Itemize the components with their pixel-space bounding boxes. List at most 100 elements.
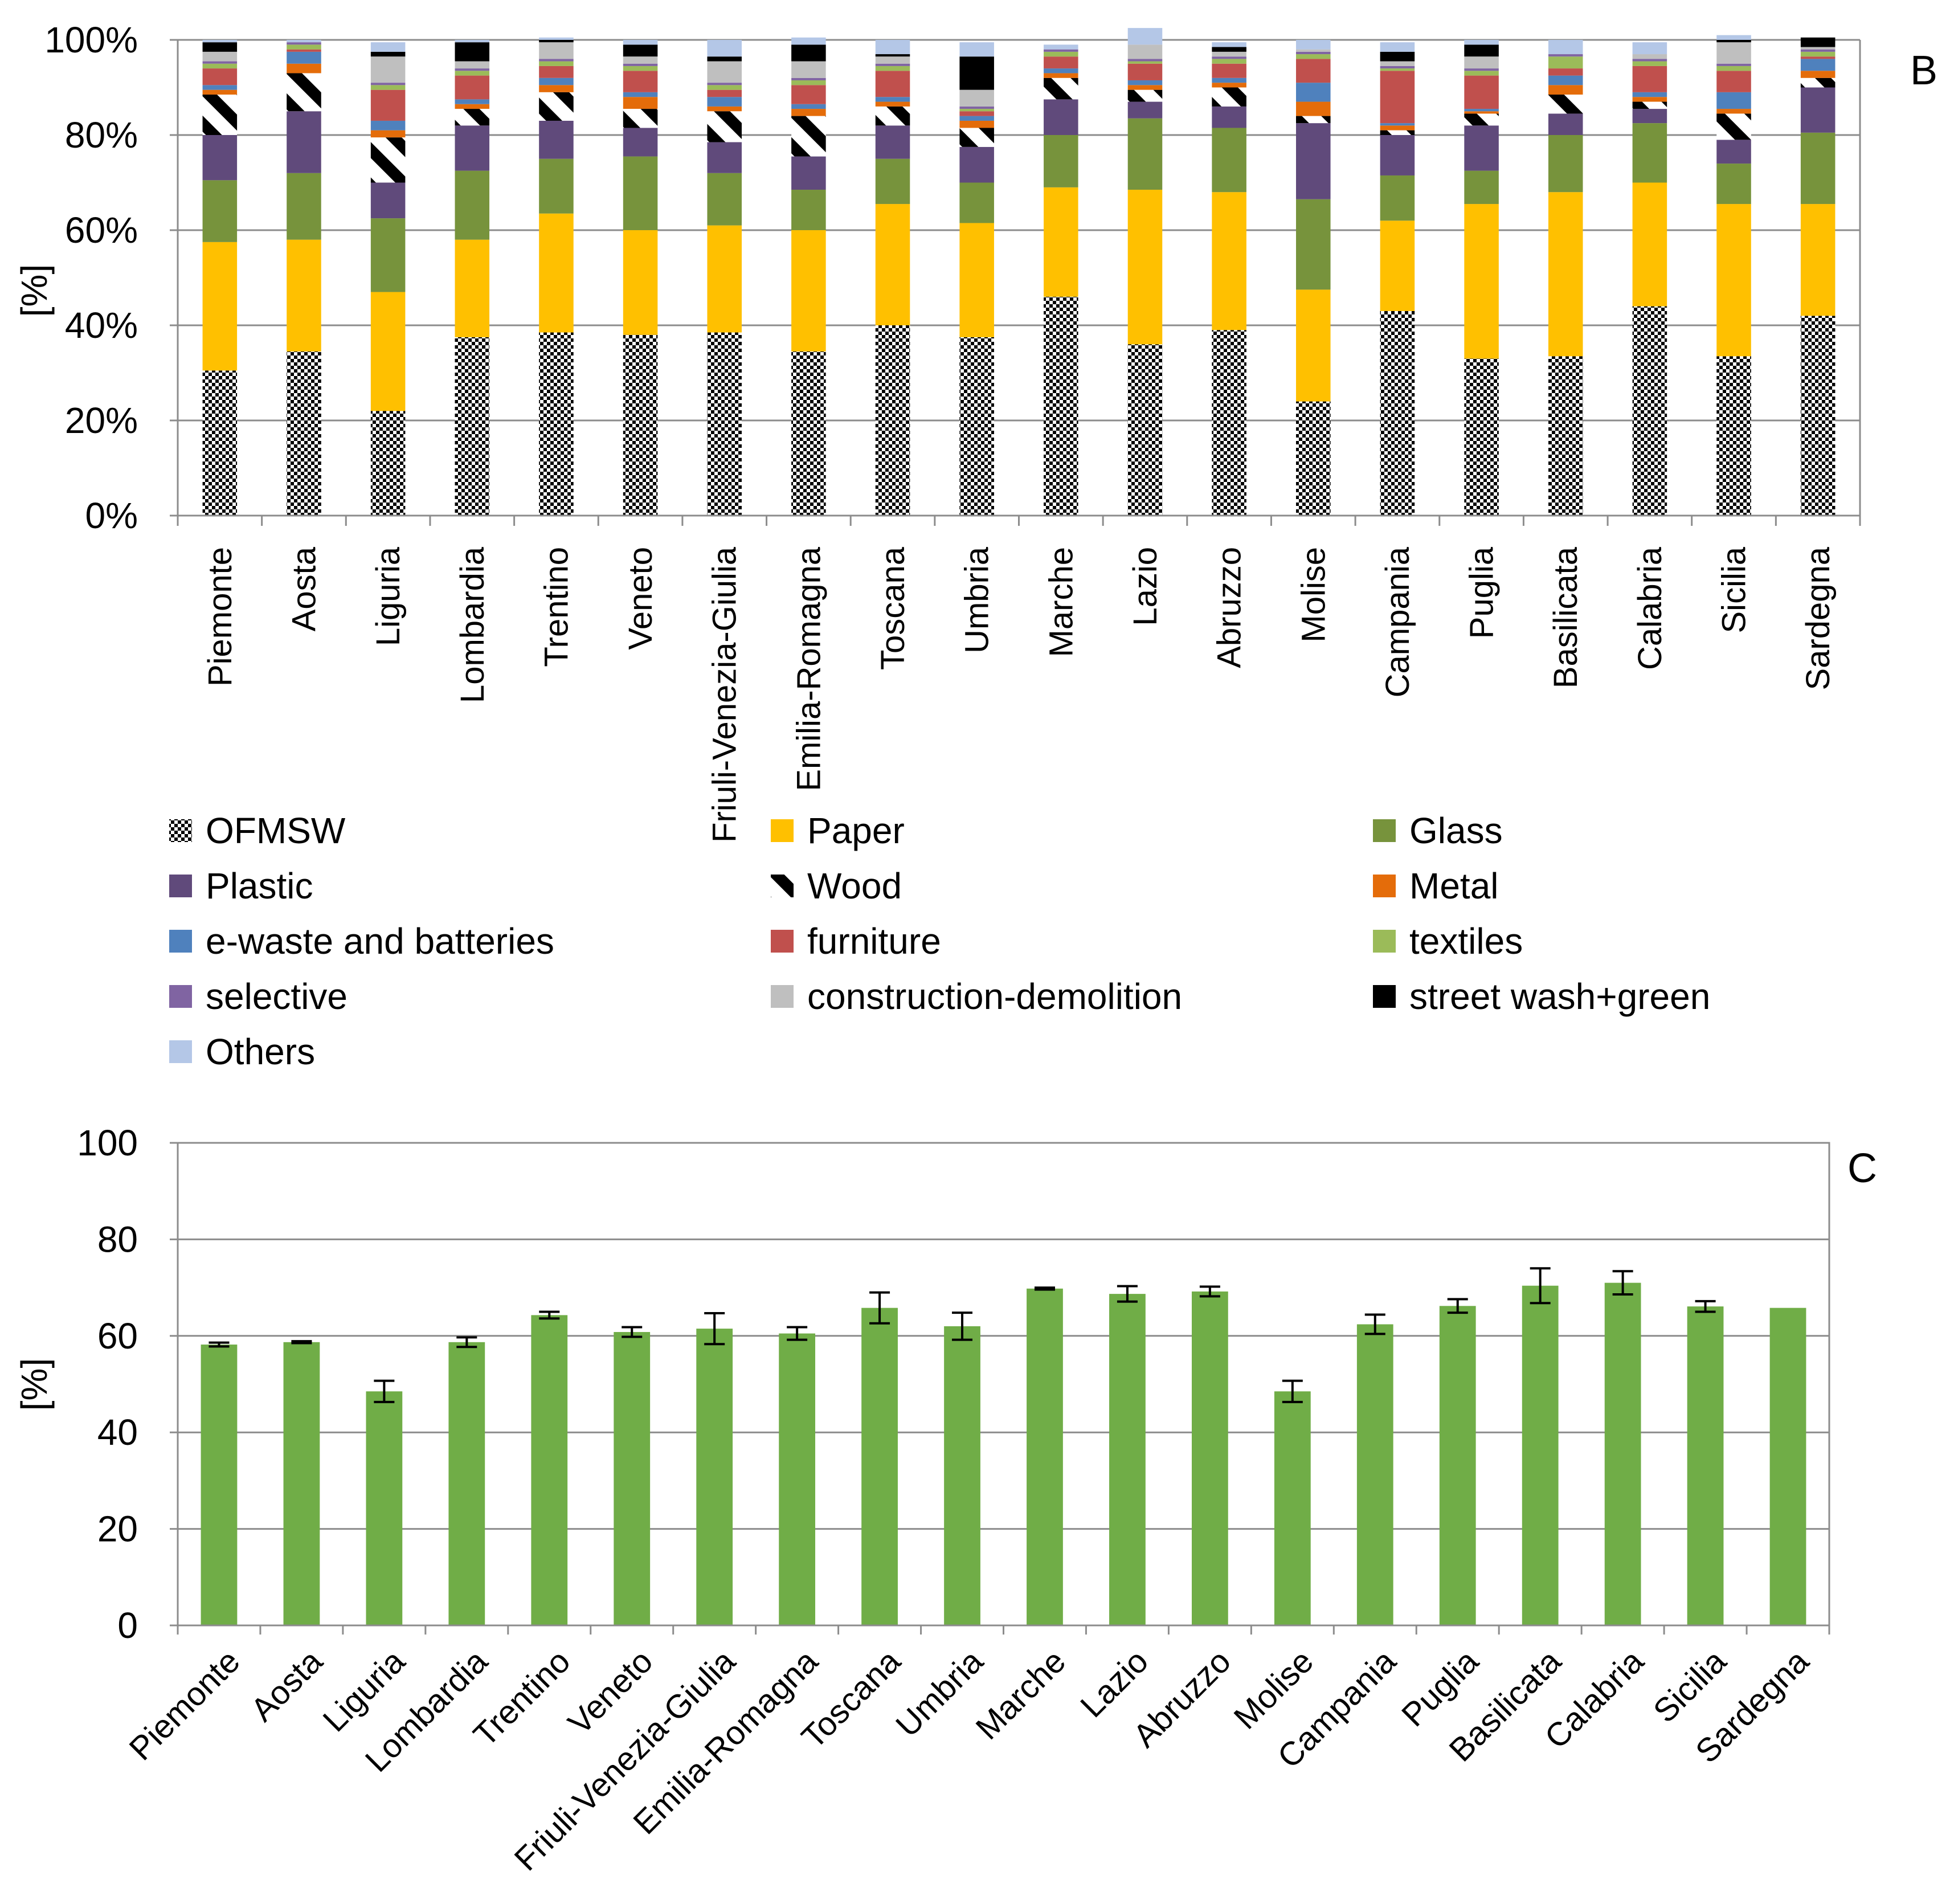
bar-segment-plastic	[1632, 109, 1667, 124]
x-tick-label: Friuli-Venezia-Giulia	[706, 546, 743, 843]
bar-segment-textiles	[539, 61, 574, 66]
bar-segment-plastic	[791, 156, 826, 190]
legend-item-street-wash-green: street wash+green	[1373, 976, 1710, 1017]
bar-segment-e-waste-and-batteries	[455, 99, 490, 104]
bar-segment-ofmsw	[1296, 401, 1331, 516]
bar-segment-glass	[1044, 135, 1078, 187]
bar-segment-street-wash-green	[1212, 47, 1246, 52]
bar-puglia	[1439, 1306, 1476, 1625]
bar-segment-others	[1464, 40, 1499, 45]
bar-segment-others	[1044, 44, 1078, 50]
bar-segment-glass	[1464, 170, 1499, 205]
x-tick-label: Umbria	[959, 546, 996, 653]
chart-c-axes	[177, 1143, 1830, 1635]
bar-segment-street-wash-green	[370, 51, 406, 57]
stacked-bar-toscana	[875, 40, 910, 516]
bar-segment-glass	[1716, 164, 1751, 205]
bar-segment-glass	[287, 173, 321, 240]
bar-segment-paper	[1380, 220, 1415, 311]
y-tick-label: 20%	[65, 400, 138, 441]
bar-segment-furniture	[1127, 63, 1163, 80]
bar-segment-metal	[707, 106, 742, 112]
error-bar-piemonte	[209, 1341, 230, 1348]
chart-b-panel-letter: B	[1910, 48, 1937, 93]
bar-segment-paper	[1632, 182, 1667, 307]
bar-segment-others	[1127, 28, 1163, 45]
bar-segment-glass	[1800, 132, 1836, 205]
bar-segment-paper	[1044, 187, 1078, 297]
bar-segment-plastic	[370, 182, 406, 219]
y-tick-label: 0	[117, 1605, 138, 1646]
bar-segment-e-waste-and-batteries	[875, 97, 910, 102]
error-bar-friuli-venezia-giulia	[704, 1311, 725, 1346]
bar-segment-furniture	[455, 75, 490, 100]
bar-segment-textiles	[287, 44, 321, 50]
bar-segment-furniture	[1632, 66, 1667, 92]
bar-campania	[1356, 1324, 1393, 1625]
bar-segment-ofmsw	[1464, 358, 1499, 516]
bar-segment-e-waste-and-batteries	[1380, 123, 1415, 126]
bar-segment-glass	[791, 190, 826, 230]
bar-segment-ofmsw	[539, 332, 574, 516]
bar-segment-plastic	[623, 128, 658, 157]
bar-emilia-romagna	[779, 1333, 816, 1625]
bar-segment-construction-demolition	[1632, 54, 1667, 59]
bar-abruzzo	[1191, 1291, 1228, 1625]
bar-segment-textiles	[455, 71, 490, 76]
error-bar-sicilia	[1695, 1300, 1716, 1313]
bar-segment-furniture	[1380, 71, 1415, 124]
bar-segment-wood	[202, 95, 238, 135]
bar-segment-wood	[1800, 77, 1836, 88]
bar-segment-selective	[455, 68, 490, 71]
bar-segment-glass	[1632, 123, 1667, 183]
bar-segment-glass	[623, 156, 658, 230]
bar-segment-plastic	[875, 125, 910, 159]
bar-segment-ofmsw	[1632, 306, 1667, 516]
legend-swatch	[169, 1040, 192, 1063]
error-bar-abruzzo	[1199, 1285, 1220, 1298]
legend-label: selective	[206, 976, 348, 1017]
bar-segment-construction-demolition	[623, 56, 658, 64]
bar-segment-textiles	[1800, 51, 1836, 57]
bar-segment-plastic	[707, 142, 742, 173]
x-tick-label: Trentino	[538, 547, 575, 667]
y-tick-label: 100	[77, 1122, 138, 1163]
stacked-bar-campania	[1380, 42, 1415, 516]
bar-segment-paper	[1212, 192, 1246, 330]
bar-segment-e-waste-and-batteries	[202, 85, 238, 90]
bar-segment-wood	[959, 128, 994, 147]
bar-segment-textiles	[1632, 61, 1667, 66]
bar-segment-furniture	[287, 49, 321, 52]
bar-segment-selective	[287, 42, 321, 45]
bar-segment-glass	[370, 218, 406, 292]
legend-swatch	[169, 819, 192, 842]
bar-segment-selective	[1716, 63, 1751, 66]
error-bar-campania	[1364, 1313, 1385, 1335]
stacked-bar-emilia-romagna	[791, 37, 826, 516]
chart-b: 0% 20% 40% 60% 80% 100% Piemonte Aosta Liguria L…	[14, 19, 1937, 1072]
stacked-bar-sardegna	[1800, 37, 1836, 516]
bar-segment-metal	[1632, 97, 1667, 102]
bar-segment-others	[1380, 42, 1415, 52]
bar-segment-selective	[1044, 49, 1078, 52]
x-tick-label: Liguria	[370, 546, 407, 646]
bar-segment-paper	[959, 223, 994, 337]
bar-segment-furniture	[791, 85, 826, 104]
bar-segment-plastic	[1464, 125, 1499, 171]
bar-segment-furniture	[1716, 71, 1751, 92]
legend-swatch	[169, 875, 192, 897]
error-bar-aosta	[291, 1340, 312, 1345]
bar-segment-e-waste-and-batteries	[539, 77, 574, 85]
bar-segment-metal	[875, 101, 910, 107]
bar-segment-furniture	[1044, 56, 1078, 69]
bar-segment-selective	[1127, 59, 1163, 62]
bar-segment-metal	[623, 97, 658, 109]
chart-c-error-bars	[209, 1267, 1716, 1403]
chart-b-y-axis-label: [%]	[14, 264, 55, 317]
bar-segment-furniture	[707, 89, 742, 97]
error-bar-marche	[1034, 1286, 1055, 1291]
bar-segment-others	[791, 37, 826, 45]
bar-segment-furniture	[959, 111, 994, 116]
bar-segment-plastic	[959, 146, 994, 183]
bar-segment-others	[370, 42, 406, 52]
